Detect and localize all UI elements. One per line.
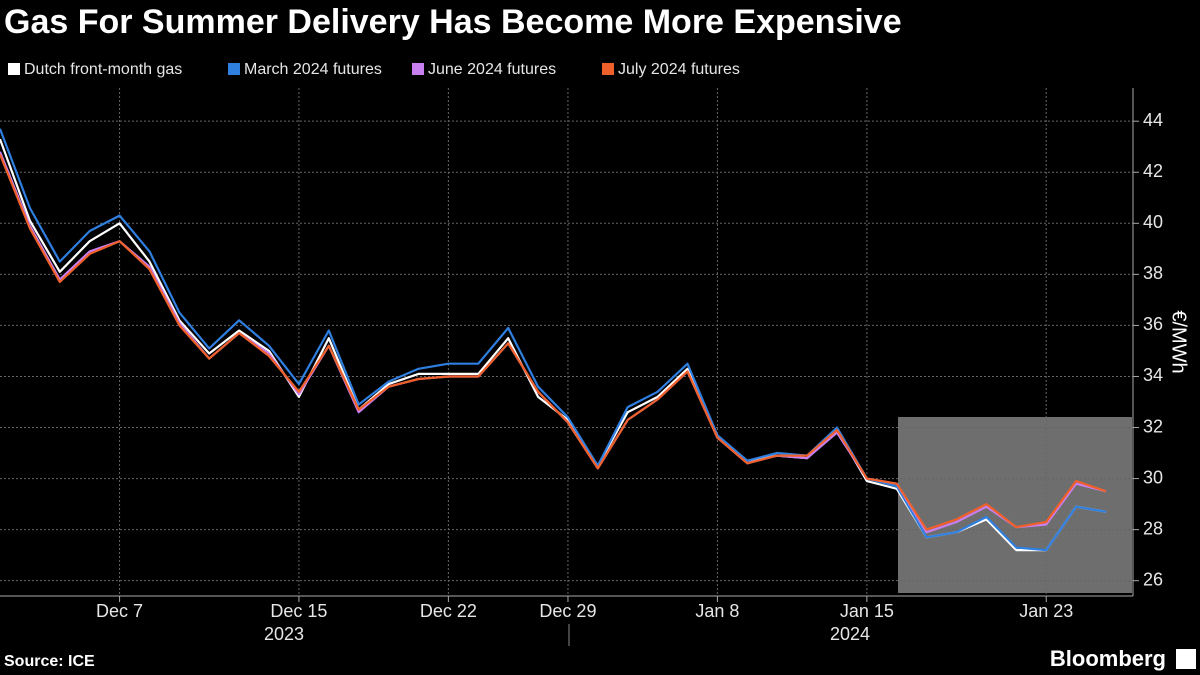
series-line bbox=[0, 128, 1107, 552]
brand-icon bbox=[1176, 649, 1196, 669]
legend-swatch bbox=[602, 63, 614, 75]
brand: Bloomberg bbox=[1050, 646, 1166, 671]
highlight-box bbox=[898, 417, 1132, 593]
y-axis-label: €/MWh bbox=[1168, 310, 1190, 373]
x-tick-label: Dec 15 bbox=[270, 601, 327, 621]
y-tick-label: 30 bbox=[1143, 467, 1163, 487]
x-tick-label: Dec 29 bbox=[539, 601, 596, 621]
year-label: 2024 bbox=[830, 624, 870, 644]
legend-swatch bbox=[412, 63, 424, 75]
x-tick-label: Jan 23 bbox=[1019, 601, 1073, 621]
y-tick-label: 32 bbox=[1143, 416, 1163, 436]
y-tick-label: 44 bbox=[1143, 110, 1163, 130]
legend-label: June 2024 futures bbox=[428, 61, 556, 78]
series-line bbox=[0, 153, 1107, 531]
year-label: 2023 bbox=[264, 624, 304, 644]
x-tick-label: Jan 8 bbox=[695, 601, 739, 621]
source: Source: ICE bbox=[4, 653, 95, 670]
legend-label: Dutch front-month gas bbox=[24, 61, 182, 78]
legend-label: July 2024 futures bbox=[618, 61, 740, 78]
y-tick-label: 28 bbox=[1143, 518, 1163, 538]
x-tick-label: Dec 22 bbox=[420, 601, 477, 621]
y-tick-label: 34 bbox=[1143, 365, 1163, 385]
y-tick-label: 40 bbox=[1143, 212, 1163, 232]
x-tick-label: Jan 15 bbox=[840, 601, 894, 621]
y-tick-label: 42 bbox=[1143, 161, 1163, 181]
y-tick-label: 26 bbox=[1143, 569, 1163, 589]
legend-label: March 2024 futures bbox=[244, 61, 382, 78]
y-tick-label: 38 bbox=[1143, 263, 1163, 283]
legend-swatch bbox=[8, 63, 20, 75]
y-tick-label: 36 bbox=[1143, 314, 1163, 334]
legend-swatch bbox=[228, 63, 240, 75]
x-tick-label: Dec 7 bbox=[96, 601, 143, 621]
chart-title: Gas For Summer Delivery Has Become More … bbox=[4, 3, 902, 41]
